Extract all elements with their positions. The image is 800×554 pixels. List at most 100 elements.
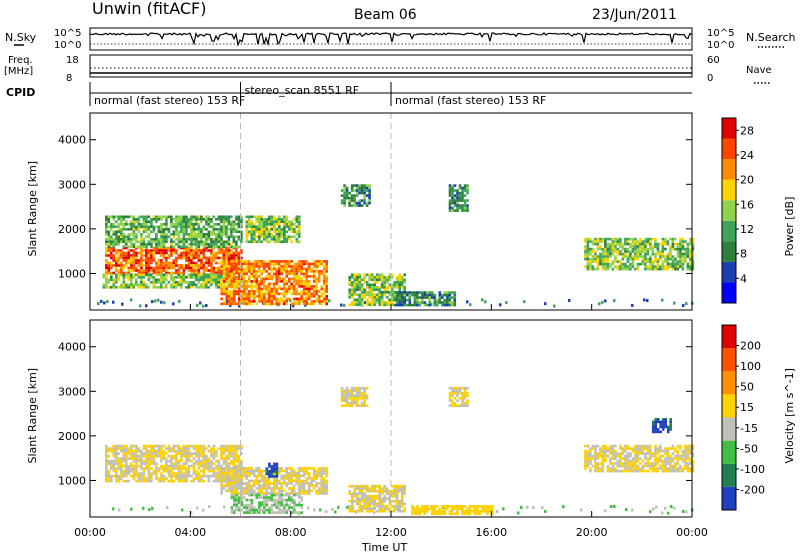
data-cell: [380, 283, 384, 287]
data-cell: [674, 237, 677, 241]
data-cell: [137, 264, 141, 267]
data-cell: [350, 394, 354, 397]
data-cell: [275, 462, 279, 466]
data-cell: [232, 285, 236, 288]
data-cell: [378, 489, 381, 493]
data-cell: [162, 235, 166, 239]
data-cell: [200, 230, 203, 234]
data-cell: [325, 267, 328, 271]
data-cell: [215, 218, 218, 221]
data-cell: [639, 247, 642, 251]
data-cell: [165, 283, 168, 287]
data-cell: [315, 270, 318, 273]
data-cell: [215, 238, 218, 241]
data-cell: [606, 464, 610, 468]
data-cell: [107, 220, 111, 224]
data-cell: [160, 449, 163, 453]
data-cell: [275, 297, 278, 301]
data-cell: [395, 283, 399, 287]
data-cell: [162, 278, 166, 282]
data-cell: [235, 243, 238, 246]
data-cell: [273, 240, 276, 244]
data-cell: [167, 459, 171, 463]
data-cell: [258, 218, 261, 221]
data-cell: [140, 256, 143, 260]
data-cell: [227, 251, 231, 255]
data-cell: [132, 251, 136, 255]
data-cell: [636, 267, 640, 271]
data-cell: [689, 265, 692, 268]
data-cell: [373, 499, 376, 503]
data-cell: [222, 290, 226, 293]
data-cell: [290, 496, 294, 499]
data-cell: [317, 275, 321, 278]
data-cell: [260, 277, 263, 281]
scatter-cell: [307, 506, 310, 510]
data-cell: [273, 470, 276, 473]
data-cell: [232, 270, 236, 273]
data-cell: [152, 462, 156, 465]
data-cell: [619, 245, 622, 248]
data-cell: [122, 225, 126, 229]
data-cell: [267, 265, 271, 268]
data-cell: [353, 201, 356, 205]
data-cell: [310, 262, 313, 266]
data-cell: [340, 194, 344, 197]
data-cell: [609, 242, 612, 246]
data-cell: [142, 454, 146, 458]
data-cell: [230, 452, 233, 455]
data-cell: [584, 464, 587, 468]
data-cell: [207, 467, 211, 470]
data-cell: [187, 467, 191, 470]
data-cell: [160, 278, 163, 282]
data-cell: [225, 249, 228, 252]
data-cell: [195, 240, 198, 244]
data-cell: [611, 247, 615, 251]
data-cell: [401, 296, 404, 299]
data-cell: [232, 482, 236, 485]
data-cell: [210, 251, 213, 255]
data-cell: [456, 199, 459, 202]
data-cell: [135, 225, 138, 229]
data-cell: [270, 496, 274, 499]
data-cell: [185, 454, 188, 458]
data-cell: [225, 243, 228, 246]
data-cell: [245, 506, 249, 509]
data-cell: [463, 201, 467, 205]
data-cell: [162, 452, 166, 455]
data-cell: [135, 452, 138, 455]
data-cell: [167, 230, 171, 234]
data-cell: [307, 290, 311, 293]
data-cell: [448, 189, 452, 192]
data-cell: [360, 401, 364, 405]
data-cell: [312, 262, 316, 266]
data-cell: [247, 484, 251, 488]
data-cell: [656, 267, 660, 271]
data-cell: [265, 297, 268, 301]
data-cell: [611, 242, 615, 246]
data-cell: [192, 281, 196, 284]
data-cell: [135, 233, 138, 236]
data-cell: [175, 233, 178, 236]
data-cell: [145, 256, 148, 260]
data-cell: [220, 245, 223, 249]
data-cell: [290, 272, 293, 276]
data-cell: [115, 459, 118, 463]
data-cell: [187, 281, 191, 284]
data-cell: [396, 296, 399, 299]
data-cell: [210, 454, 213, 458]
data-cell: [282, 270, 286, 273]
data-cell: [631, 242, 635, 246]
data-cell: [225, 273, 228, 277]
data-cell: [210, 474, 213, 478]
data-cell: [631, 262, 635, 266]
data-cell: [175, 251, 178, 255]
data-cell: [255, 469, 258, 473]
data-cell: [227, 467, 231, 470]
data-cell: [125, 454, 128, 458]
data-cell: [413, 507, 417, 511]
data-cell: [634, 257, 637, 261]
data-cell: [167, 271, 171, 275]
data-cell: [227, 285, 231, 288]
data-cell: [298, 228, 301, 231]
